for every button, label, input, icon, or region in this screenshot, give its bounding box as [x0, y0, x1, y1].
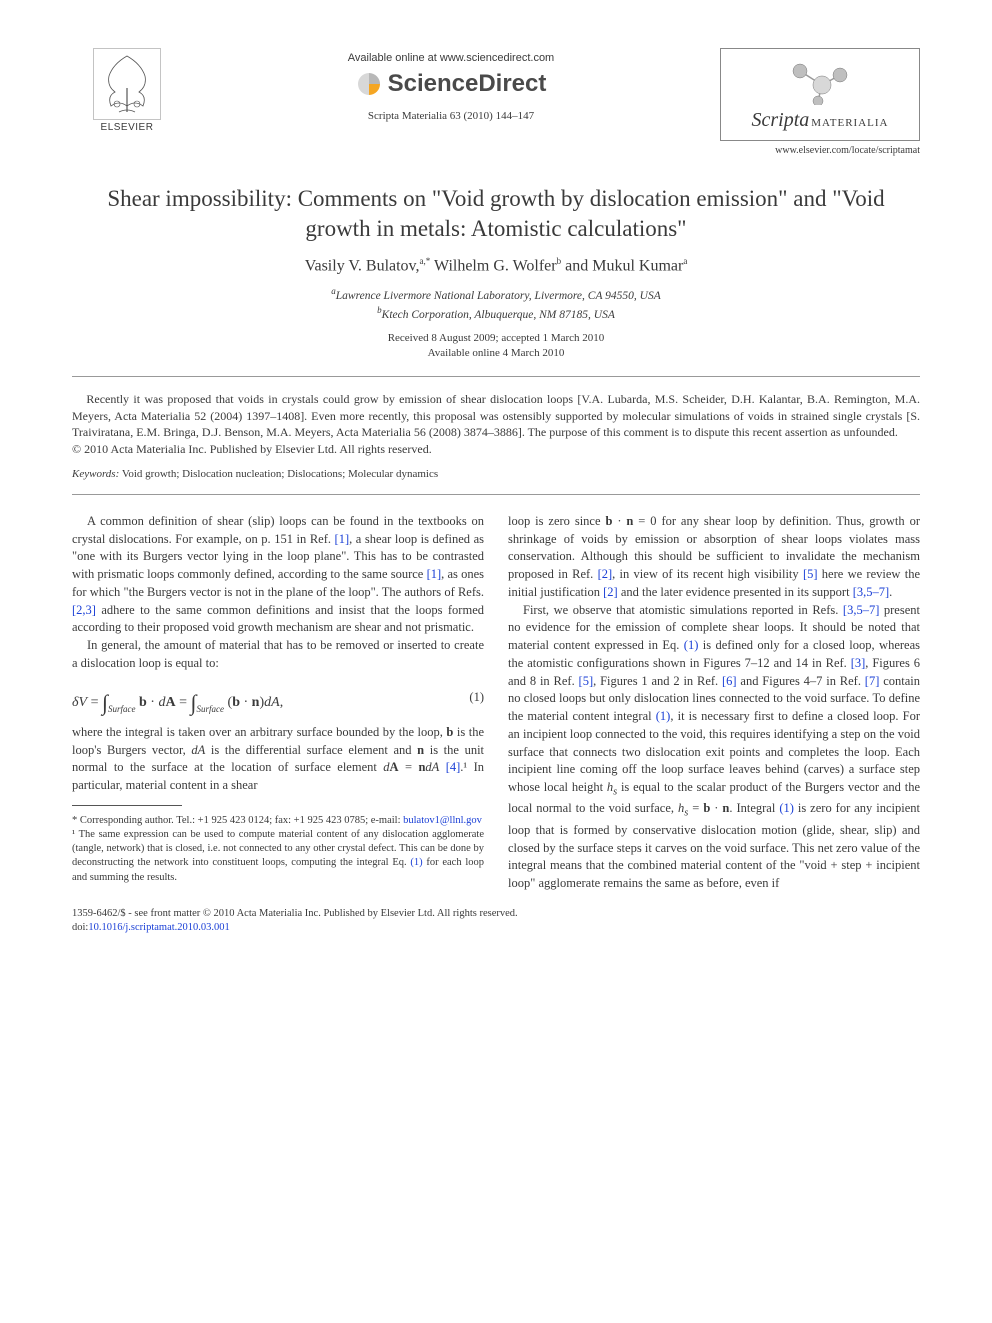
publisher-logo-block: ELSEVIER	[72, 48, 182, 133]
body-columns: A common definition of shear (slip) loop…	[72, 513, 920, 893]
affiliation-b-text: Ktech Corporation, Albuquerque, NM 87185…	[382, 309, 615, 321]
journal-name-caps: MATERIALIA	[811, 117, 888, 129]
journal-name: Scripta MATERIALIA	[752, 109, 889, 132]
affiliation-a-text: Lawrence Livermore National Laboratory, …	[336, 290, 661, 302]
journal-logo-box: Scripta MATERIALIA	[720, 48, 920, 141]
rule-bottom	[72, 494, 920, 495]
body-p2: In general, the amount of material that …	[72, 637, 484, 673]
publisher-label: ELSEVIER	[101, 122, 154, 133]
keywords-line: Keywords: Void growth; Dislocation nucle…	[72, 468, 920, 480]
sciencedirect-text: ScienceDirect	[388, 70, 547, 98]
body-p1: A common definition of shear (slip) loop…	[72, 513, 484, 637]
body-p5: First, we observe that atomistic simulat…	[508, 602, 920, 893]
journal-block: Scripta MATERIALIA www.elsevier.com/loca…	[720, 48, 920, 156]
affiliation-b: bKtech Corporation, Albuquerque, NM 8718…	[72, 304, 920, 323]
received-date: Received 8 August 2009; accepted 1 March…	[72, 331, 920, 346]
equation-1-label: (1)	[469, 689, 484, 707]
rule-top	[72, 376, 920, 377]
body-p3: where the integral is taken over an arbi…	[72, 724, 484, 795]
journal-graphic-icon	[788, 59, 852, 105]
footnotes-block: * Corresponding author. Tel.: +1 925 423…	[72, 814, 484, 885]
doi-label: doi:	[72, 922, 88, 933]
header-center: Available online at www.sciencedirect.co…	[182, 48, 720, 122]
doi-link[interactable]: 10.1016/j.scriptamat.2010.03.001	[88, 922, 229, 933]
sciencedirect-icon	[356, 71, 382, 97]
footnote-rule	[72, 805, 182, 806]
dates-block: Received 8 August 2009; accepted 1 March…	[72, 331, 920, 362]
keywords-label: Keywords:	[72, 468, 119, 480]
footnote-1: ¹ The same expression can be used to com…	[72, 828, 484, 885]
header-row: ELSEVIER Available online at www.science…	[72, 48, 920, 156]
elsevier-tree-icon	[93, 48, 161, 120]
available-online-text: Available online at www.sciencedirect.co…	[182, 52, 720, 64]
footnote-corr-text: * Corresponding author. Tel.: +1 925 423…	[72, 815, 403, 826]
article-title: Shear impossibility: Comments on "Void g…	[72, 184, 920, 244]
equation-1: δV = ∫Surface b · dA = ∫Surface (b · n)d…	[72, 683, 484, 714]
footnote-corresponding: * Corresponding author. Tel.: +1 925 423…	[72, 814, 484, 828]
abstract-text: Recently it was proposed that voids in c…	[72, 391, 920, 441]
locate-url: www.elsevier.com/locate/scriptamat	[720, 145, 920, 156]
equation-1-math: δV = ∫Surface b · dA = ∫Surface (b · n)d…	[72, 683, 283, 714]
online-date: Available online 4 March 2010	[72, 346, 920, 361]
affiliation-a: aLawrence Livermore National Laboratory,…	[72, 285, 920, 304]
footer-doi: doi:10.1016/j.scriptamat.2010.03.001	[72, 921, 920, 936]
authors-line: Vasily V. Bulatov,a,* Wilhelm G. Wolferb…	[72, 256, 920, 275]
sciencedirect-logo: ScienceDirect	[182, 70, 720, 98]
footnote-email[interactable]: bulatov1@llnl.gov	[403, 815, 482, 826]
keywords-values: Void growth; Dislocation nucleation; Dis…	[122, 468, 438, 480]
copyright-line: © 2010 Acta Materialia Inc. Published by…	[72, 441, 920, 458]
body-p4: loop is zero since b · n = 0 for any she…	[508, 513, 920, 602]
journal-name-italic: Scripta	[752, 109, 810, 132]
citation-line: Scripta Materialia 63 (2010) 144–147	[182, 110, 720, 122]
footer-front-matter: 1359-6462/$ - see front matter © 2010 Ac…	[72, 907, 920, 922]
page-footer: 1359-6462/$ - see front matter © 2010 Ac…	[72, 907, 920, 936]
